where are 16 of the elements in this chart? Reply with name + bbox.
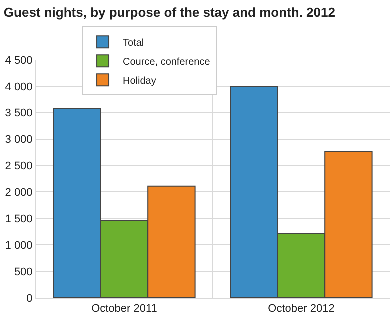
y-tick-label: 0	[26, 292, 33, 305]
x-tick-label: October 2011	[92, 303, 158, 316]
y-tick-label: 4 500	[5, 54, 33, 67]
y-tick-label: 1 500	[5, 214, 33, 226]
y-tick-label: 1 000	[5, 240, 33, 252]
legend-label: Total	[123, 38, 144, 50]
y-tick-label: 3 000	[5, 134, 33, 146]
y-tick-label: 2 000	[5, 187, 33, 200]
legend-label: Holiday	[123, 76, 156, 88]
y-tick-label: 500	[14, 266, 33, 278]
x-tick-label: October 2012	[268, 303, 335, 316]
y-tick-label: 4 000	[5, 81, 33, 94]
chart-title: Guest nights, by purpose of the stay and month. 2012	[4, 5, 336, 20]
y-tick-label: 2 500	[5, 160, 33, 173]
legend-label: Cource, conference	[123, 57, 211, 68]
y-tick-label: 3 500	[5, 108, 33, 120]
